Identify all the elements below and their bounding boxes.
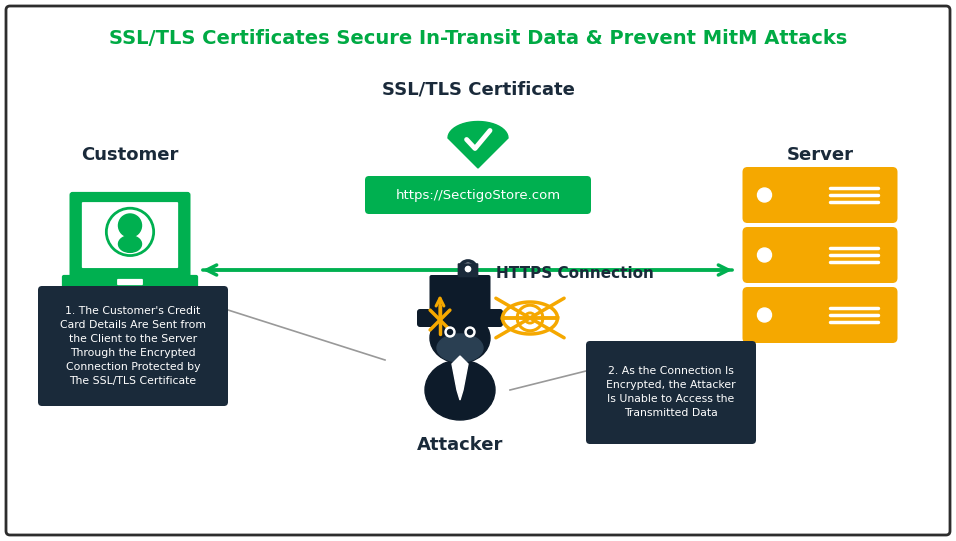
- Text: Attacker: Attacker: [417, 436, 503, 454]
- Circle shape: [447, 329, 452, 334]
- FancyBboxPatch shape: [6, 6, 950, 535]
- FancyBboxPatch shape: [417, 309, 503, 327]
- Text: https://SectigoStore.com: https://SectigoStore.com: [396, 188, 560, 201]
- FancyBboxPatch shape: [743, 227, 898, 283]
- Text: Server: Server: [787, 146, 854, 164]
- Circle shape: [757, 188, 771, 202]
- FancyBboxPatch shape: [743, 167, 898, 223]
- FancyBboxPatch shape: [365, 176, 591, 214]
- FancyBboxPatch shape: [117, 279, 142, 285]
- Text: Customer: Customer: [81, 146, 179, 164]
- Text: 2. As the Connection Is
Encrypted, the Attacker
Is Unable to Access the
Transmit: 2. As the Connection Is Encrypted, the A…: [606, 366, 736, 419]
- FancyBboxPatch shape: [38, 286, 228, 406]
- FancyBboxPatch shape: [62, 275, 198, 289]
- Ellipse shape: [425, 360, 495, 420]
- Text: SSL/TLS Certificates Secure In-Transit Data & Prevent MitM Attacks: SSL/TLS Certificates Secure In-Transit D…: [109, 29, 847, 48]
- FancyBboxPatch shape: [429, 275, 490, 314]
- FancyBboxPatch shape: [458, 263, 478, 278]
- FancyBboxPatch shape: [586, 341, 756, 444]
- Polygon shape: [448, 122, 508, 168]
- Circle shape: [757, 308, 771, 322]
- Circle shape: [757, 248, 771, 262]
- FancyBboxPatch shape: [82, 202, 178, 268]
- Text: 1. The Customer's Credit
Card Details Are Sent from
the Client to the Server
Thr: 1. The Customer's Credit Card Details Ar…: [60, 306, 206, 386]
- Ellipse shape: [437, 334, 483, 362]
- FancyBboxPatch shape: [70, 192, 190, 280]
- Circle shape: [466, 266, 470, 272]
- FancyBboxPatch shape: [743, 287, 898, 343]
- Ellipse shape: [119, 236, 141, 252]
- Circle shape: [467, 329, 472, 334]
- Text: SSL/TLS Certificate: SSL/TLS Certificate: [381, 81, 575, 99]
- Polygon shape: [452, 356, 468, 400]
- Circle shape: [119, 214, 141, 237]
- Circle shape: [445, 327, 455, 337]
- Text: HTTPS Connection: HTTPS Connection: [496, 267, 654, 281]
- Circle shape: [465, 327, 475, 337]
- Ellipse shape: [430, 313, 490, 363]
